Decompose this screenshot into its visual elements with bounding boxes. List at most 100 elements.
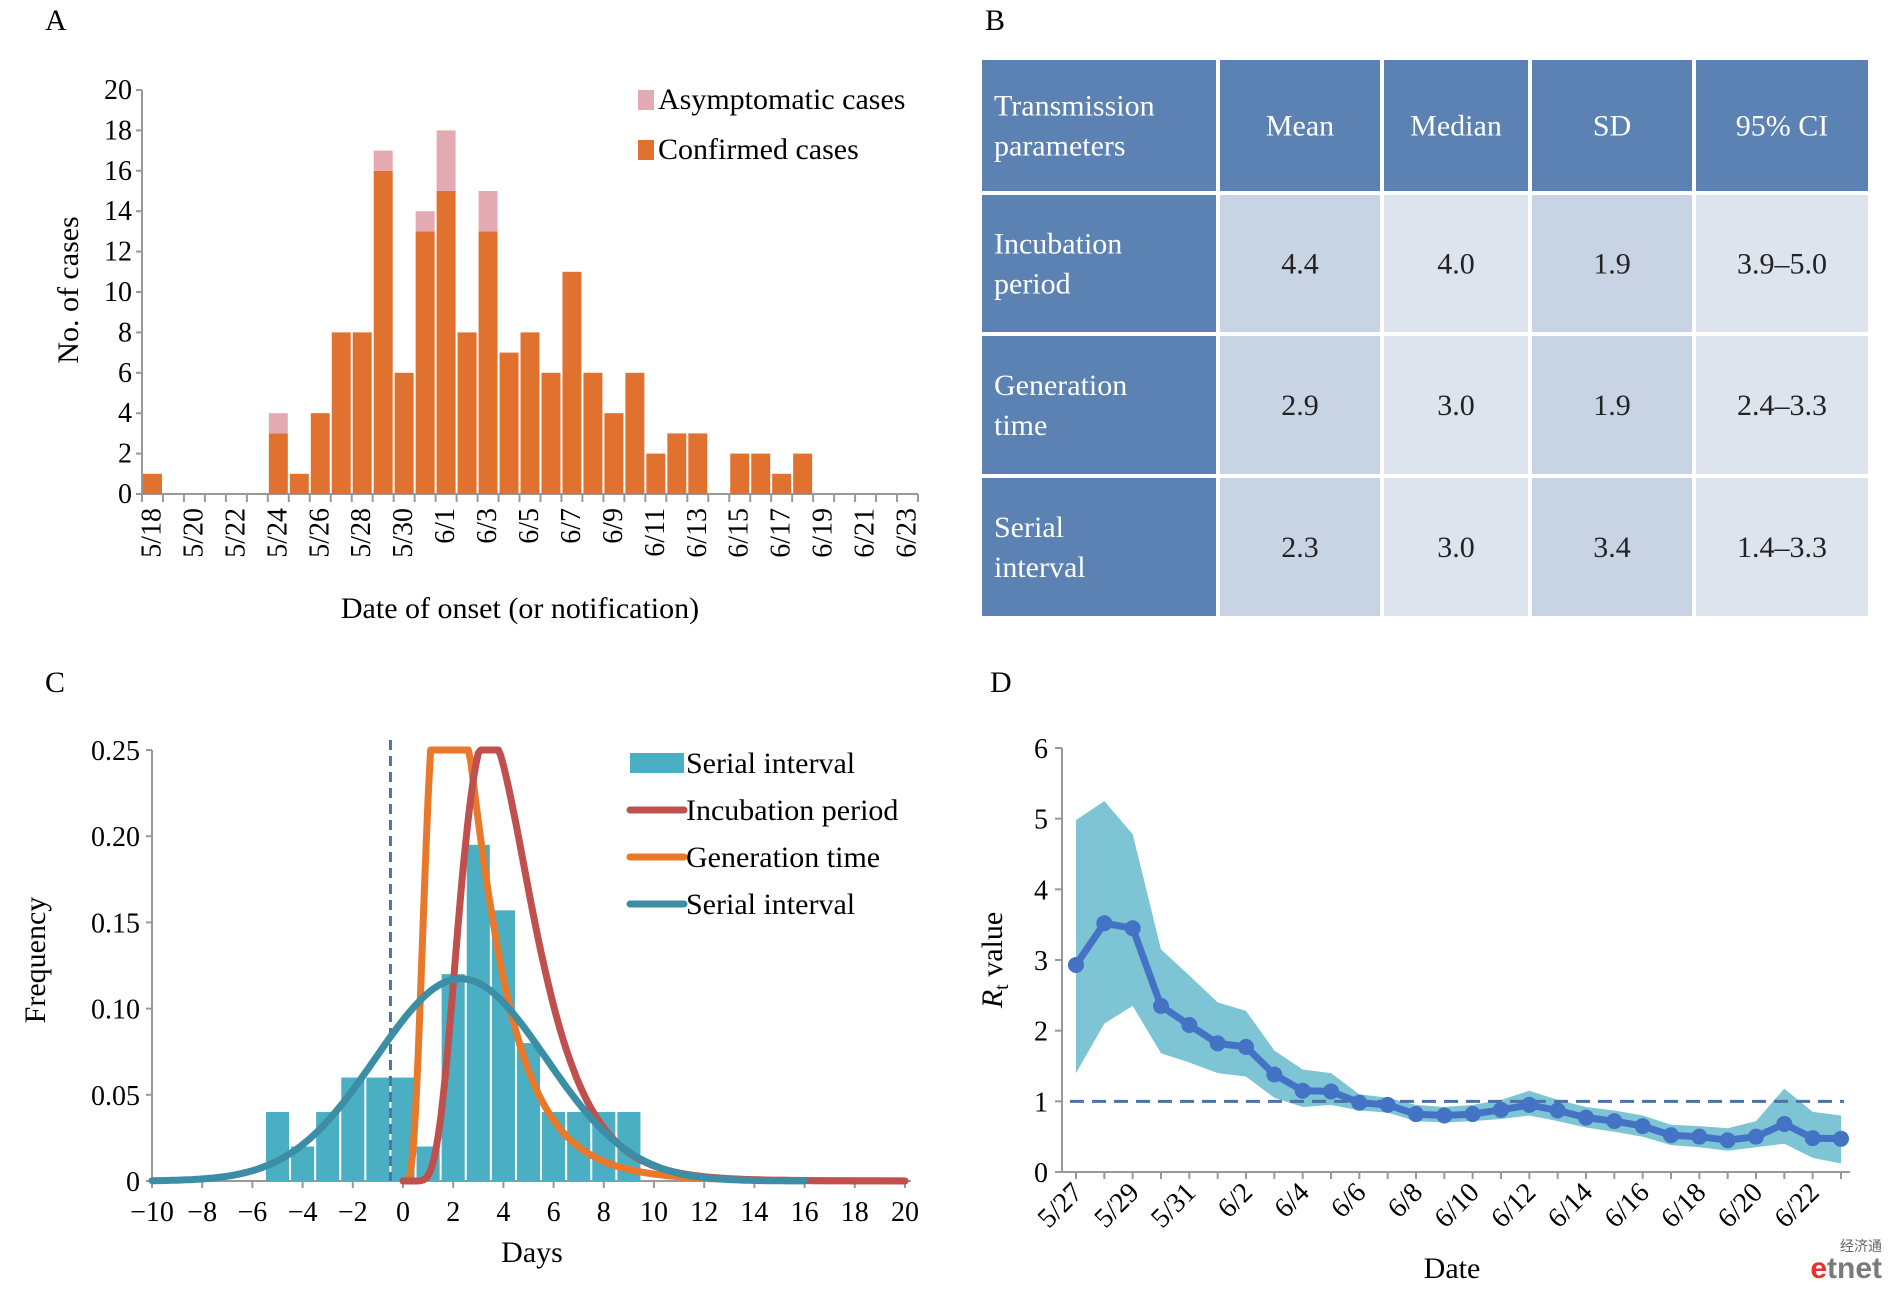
panel-a-epicurve: 0 2 4 6 8 10 12 14 16 18 20 5/18 5/20 5/22 5/24 5/26 5/2… (52, 75, 923, 625)
bar-confirmed (793, 453, 813, 494)
table-value: 3.4 (1593, 531, 1631, 564)
legend-label-serial-histogram: Serial interval (686, 747, 855, 780)
panel-c-legend: Serial interval Incubation period Genera… (626, 747, 898, 921)
table-column-header: SD (1593, 110, 1631, 143)
table-cell (982, 195, 1216, 332)
bar-confirmed (436, 191, 456, 494)
rt-point (1663, 1127, 1679, 1144)
table-column-header: 95% CI (1736, 110, 1829, 143)
panel-c-xtick-label: −10 (130, 1197, 174, 1228)
bar-asymptomatic (478, 191, 498, 232)
histogram-bar-serial-interval (366, 1077, 390, 1181)
rt-point (1124, 920, 1141, 937)
bar-confirmed (268, 433, 288, 494)
panel-a-xtick-label: 5/22 (220, 508, 251, 558)
panel-b-table: Transmission parameters Mean Median SD 95% CI… (982, 60, 1868, 616)
histogram-bar-serial-interval (265, 1112, 290, 1181)
table-cell (1220, 195, 1380, 332)
panel-c-xtick-label: 8 (597, 1197, 611, 1228)
table-cell (1532, 195, 1692, 332)
table-row-label: Transmission parameters (994, 90, 1155, 163)
panel-a-xtick-label: 5/30 (388, 508, 419, 558)
panel-a-xtick-label: 5/18 (136, 508, 167, 558)
curve-serial-interval (148, 975, 809, 1185)
bar-confirmed (583, 372, 603, 494)
bar-confirmed (352, 332, 372, 494)
panel-a-xtick-label: 5/20 (178, 508, 209, 558)
panel-c-ytick-label: 0 (126, 1167, 140, 1198)
bar-confirmed (310, 413, 330, 494)
rt-point (1464, 1106, 1481, 1123)
rt-point (1748, 1128, 1764, 1145)
panel-d-xtick-label: 6/14 (1542, 1177, 1599, 1234)
panel-c-ylabel: Frequency (19, 897, 52, 1024)
panel-c-xtick-label: 16 (791, 1197, 819, 1228)
rt-point (1549, 1102, 1566, 1119)
watermark-brand: etnet (1810, 1252, 1882, 1285)
panel-a-xtick-label: 6/1 (430, 508, 461, 544)
rt-point (1068, 956, 1084, 973)
panel-letter-b: B (985, 4, 1005, 37)
panel-c-xtick-label: −2 (338, 1197, 368, 1228)
panel-a-xtick-label: 6/9 (598, 508, 629, 544)
panel-a-ytick-label: 2 (118, 439, 132, 470)
histogram-bar-serial-interval (466, 844, 490, 1181)
panel-a-ytick-label: 4 (118, 398, 132, 429)
panel-c-xtick-label: 14 (740, 1197, 768, 1228)
panel-c-xtick-label: 6 (547, 1197, 561, 1228)
panel-c-xtick-label: 20 (891, 1197, 919, 1228)
panel-a-xtick-label: 6/11 (640, 508, 671, 557)
panel-a-xtick-label: 6/13 (682, 508, 713, 558)
panel-d-xtick-label: 6/16 (1598, 1177, 1655, 1234)
table-row-label: Generation time (994, 369, 1127, 442)
table-value: 3.0 (1437, 389, 1475, 422)
etnet-watermark-logo: 经济通 etnet (1810, 1240, 1882, 1284)
rt-point (1606, 1113, 1623, 1130)
panel-d-xtick-label: 6/18 (1655, 1177, 1712, 1234)
rt-point (1691, 1128, 1708, 1145)
rt-line (1073, 919, 1842, 1144)
panel-d-xtick-label: 6/4 (1268, 1177, 1315, 1224)
histogram-bar-serial-interval (491, 910, 515, 1181)
bar-asymptomatic (268, 413, 288, 434)
rt-point (1719, 1132, 1736, 1149)
rt-point (1776, 1115, 1793, 1132)
panel-c-distributions: 0 0.05 0.10 0.15 0.20 0.25 −10 −8 −6 −4 −2 0 2 4 6 8 10 1… (19, 736, 919, 1269)
table-value: 2.3 (1281, 531, 1319, 564)
table-row-label: Serial interval (994, 511, 1086, 584)
panel-d-xtick-label: 5/29 (1088, 1177, 1145, 1234)
panel-c-ytick-label: 0.10 (91, 995, 140, 1026)
panel-d-xtick-label: 6/22 (1768, 1177, 1825, 1234)
bar-confirmed (457, 332, 477, 494)
panel-d-ytick-label: 5 (1034, 805, 1048, 836)
table-value: 4.0 (1437, 248, 1475, 281)
bar-confirmed (478, 231, 498, 494)
bar-confirmed (394, 372, 414, 494)
rt-point (1833, 1130, 1849, 1147)
table-value: 1.9 (1593, 389, 1631, 422)
table-value: 2.4–3.3 (1737, 389, 1827, 422)
table-cell (982, 478, 1216, 616)
panel-a-legend: Asymptomatic cases Confirmed cases (638, 83, 905, 166)
legend-label-generation: Generation time (686, 841, 880, 874)
bar-confirmed (143, 473, 162, 494)
panel-c-ytick-label: 0.20 (91, 822, 140, 853)
panel-d-xtick-label: 6/12 (1485, 1177, 1542, 1234)
table-cell (1532, 336, 1692, 474)
table-cell (1384, 195, 1528, 332)
panel-d-ytick-label: 0 (1034, 1158, 1048, 1189)
bar-confirmed (604, 413, 624, 494)
panel-a-xtick-label: 6/3 (472, 508, 503, 544)
panel-c-ytick-label: 0.25 (91, 736, 140, 767)
rt-point (1493, 1101, 1509, 1118)
panel-c-ytick-label: 0.05 (91, 1081, 140, 1112)
bar-confirmed (520, 332, 540, 494)
bar-asymptomatic (415, 211, 435, 232)
table-value: 1.9 (1593, 248, 1631, 281)
bar-confirmed (751, 453, 771, 494)
panel-d-ytick-label: 2 (1034, 1017, 1048, 1048)
bar-confirmed (289, 473, 309, 494)
panel-c-xtick-label: −4 (288, 1197, 318, 1228)
panel-d-ylabel: Rt value (976, 912, 1013, 1009)
